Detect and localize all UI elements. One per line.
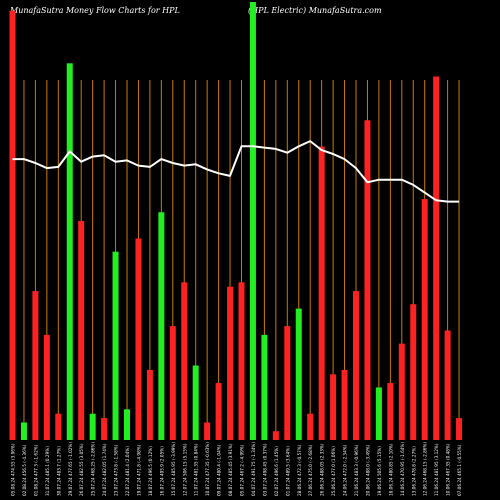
x-tick-label: 12.06.24 468.15 (-2.86%) [423,442,428,496]
chart-title: MunafaSutra Money Flow Charts for HPL [10,6,180,15]
volume-bar [433,76,440,441]
x-axis-labels: 05.08.24 474.55 (3.96%) 02.08.24 456.5 (-… [11,442,463,496]
volume-bar [307,413,314,440]
x-tick-label: 19.06.24 505.6 (5.15%) [377,446,382,496]
x-tick-label: 20.06.24 488.0 (-3.49%) [365,444,370,496]
x-tick-label: 02.07.24 496.6 (1.45%) [274,446,279,496]
volume-bar [192,365,199,440]
x-tick-label: 05.07.24 467.2 (-4.99%) [240,444,245,496]
volume-bar [295,308,302,440]
volume-bar [318,146,325,441]
volume-bar [284,326,291,440]
volume-bars [9,2,463,441]
volume-bar [364,120,371,440]
x-tick-label: 30.07.24 483.7 (1.27%) [56,446,61,496]
volume-bar [124,409,130,440]
x-tick-label: 29.07.24 477.65 (-1.02%) [68,442,73,496]
volume-bar [353,291,359,440]
x-tick-label: 11.06.24 481.95 (3.12%) [434,443,439,496]
x-tick-label: 21.06.24 483.3 (-0.96%) [354,444,359,496]
volume-bar [421,199,428,440]
volume-bar [410,304,417,440]
x-tick-label: 15.07.24 485.95 (-3.99%) [171,442,176,496]
x-tick-label: 18.06.24 480.85 (2.10%) [388,443,393,496]
volume-bar [112,251,119,440]
x-tick-label: 13.06.24 478.8 (2.27%) [411,446,416,496]
x-tick-label: 09.07.24 480.4 (-1.04%) [217,444,222,496]
x-tick-label: 31.07.24 485.1 (0.29%) [45,446,50,496]
x-tick-label: 10.06.24 467.35 (0.48%) [446,443,451,496]
x-tick-label: 03.07.24 498.45 (0.37%) [262,443,267,496]
volume-bar [135,238,142,440]
volume-bar [215,383,222,440]
volume-bar [181,282,188,440]
x-tick-label: 05.08.24 474.55 (3.96%) [11,443,16,496]
volume-bar [55,413,62,440]
x-tick-label: 24.06.24 472.0 (-2.34%) [343,444,348,496]
price-line-layer [12,140,459,203]
volume-bar [341,369,348,440]
x-tick-label: 26.07.24 482.55 (3.05%) [79,443,84,496]
x-tick-label: 27.06.24 475.0 (-2.68%) [308,444,313,496]
x-tick-label: 25.07.24 468.25 (-2.86%) [91,442,96,496]
volume-bar [387,383,394,440]
volume-bar [43,334,50,440]
x-tick-label: 28.06.24 472.3 (-0.57%) [297,444,302,496]
x-tick-label: 16.07.24 495.9 (2.05%) [159,446,164,496]
x-tick-label: 24.07.24 482.05 (1.74%) [102,443,107,496]
volume-bar [249,2,256,440]
price-line [12,140,459,203]
volume-bar [146,369,153,440]
volume-bar [101,418,108,440]
x-tick-label: 26.06.24 488.05 (2.33%) [320,443,325,496]
x-tick-label: 25.06.24 477.0 (1.06%) [331,446,336,496]
volume-bar [444,330,451,440]
x-tick-label: 14.06.24 470.95 (-1.64%) [400,442,405,496]
x-tick-label: 11.07.24 481.35 (0.84%) [194,443,199,496]
volume-bar [375,387,382,440]
volume-bar [158,212,165,440]
x-tick-label: 08.07.24 485.45 (3.91%) [228,443,233,496]
volume-bar [169,326,176,440]
volume-bar [398,343,405,440]
x-tick-label: 01.08.24 477.3 (-1.62%) [33,444,38,496]
volume-bar [330,374,337,440]
x-tick-label: 01.07.24 489.5 (3.64%) [285,446,290,496]
volume-bar [89,413,96,440]
x-tick-label: 23.07.24 473.8 (-1.58%) [114,444,119,496]
x-tick-label: 10.07.24 477.35 (-0.63%) [205,442,210,496]
volume-bar [238,282,245,440]
x-tick-label: 02.08.24 456.5 (-4.36%) [22,444,27,496]
volume-bar [66,63,73,440]
volume-bar [32,291,39,440]
x-tick-label: 04.07.24 491.75 (-1.34%) [251,442,256,496]
volume-bar [272,431,279,440]
volume-bar [456,418,463,440]
x-tick-label: 12.07.24 506.15 (5.15%) [182,443,187,496]
volume-bar [204,422,211,440]
volume-bar [9,10,16,440]
chart-subtitle: (HPL Electric) MunafaSutra.com [248,6,382,15]
volume-bar [20,422,27,440]
volume-bar [227,286,234,440]
volume-bar [78,221,85,440]
volume-bar [261,334,268,440]
x-tick-label: 18.07.24 496.5 (0.12%) [148,446,153,496]
x-tick-label: 07.06.24 465.1 (-0.55%) [457,444,462,496]
x-tick-label: 22.07.24 481.4 (2.04%) [125,446,130,496]
x-tick-label: 19.07.24 471.8 (-4.98%) [136,444,141,496]
